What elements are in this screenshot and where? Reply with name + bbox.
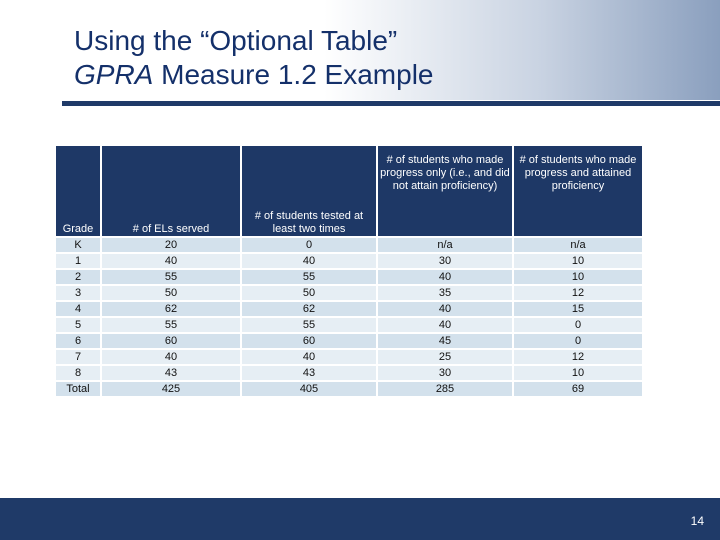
data-table-container: Grade # of ELs served # of students test… — [54, 144, 644, 398]
title-measure: Measure 1.2 Example — [153, 59, 434, 90]
progress-only-cell: 45 — [376, 332, 514, 350]
progress-only-cell: 40 — [376, 268, 514, 286]
header-background — [0, 0, 720, 100]
grade-cell: 1 — [54, 252, 102, 270]
slide-title: Using the “Optional Table” GPRA Measure … — [74, 24, 434, 92]
progress-attained-cell: 12 — [512, 348, 644, 366]
els-served-cell: 43 — [100, 364, 242, 382]
page-number: 14 — [690, 514, 704, 528]
table-row: 8 43 43 30 10 — [54, 364, 644, 382]
tested-cell: 40 — [240, 348, 378, 366]
grade-cell: 8 — [54, 364, 102, 382]
table-row: 6 60 60 45 0 — [54, 332, 644, 350]
progress-only-cell: 30 — [376, 364, 514, 382]
tested-cell: 55 — [240, 316, 378, 334]
grade-cell: 2 — [54, 268, 102, 286]
els-served-total: 425 — [100, 380, 242, 398]
progress-only-cell: 30 — [376, 252, 514, 270]
tested-cell: 50 — [240, 284, 378, 302]
tested-cell: 60 — [240, 332, 378, 350]
grade-cell: 3 — [54, 284, 102, 302]
table-row: 1 40 40 30 10 — [54, 252, 644, 270]
table-row: 5 55 55 40 0 — [54, 316, 644, 334]
progress-attained-cell: 0 — [512, 332, 644, 350]
progress-attained-cell: 10 — [512, 252, 644, 270]
title-gpra: GPRA — [74, 59, 154, 90]
grade-cell: 4 — [54, 300, 102, 318]
table-row-total: Total 425 405 285 69 — [54, 380, 644, 398]
progress-only-total: 285 — [376, 380, 514, 398]
grade-cell: 5 — [54, 316, 102, 334]
progress-attained-total: 69 — [512, 380, 644, 398]
tested-cell: 55 — [240, 268, 378, 286]
progress-only-cell: 40 — [376, 316, 514, 334]
title-line-1: Using the “Optional Table” — [74, 25, 398, 56]
tested-cell: 62 — [240, 300, 378, 318]
tested-cell: 40 — [240, 252, 378, 270]
progress-attained-cell: n/a — [512, 236, 644, 254]
header-els-served: # of ELs served — [100, 144, 242, 238]
tested-cell: 0 — [240, 236, 378, 254]
tested-cell: 43 — [240, 364, 378, 382]
progress-attained-cell: 12 — [512, 284, 644, 302]
optional-table: Grade # of ELs served # of students test… — [54, 144, 644, 398]
table-header-row: Grade # of ELs served # of students test… — [54, 144, 644, 238]
grade-cell: 6 — [54, 332, 102, 350]
progress-attained-cell: 15 — [512, 300, 644, 318]
grade-cell-total: Total — [54, 380, 102, 398]
els-served-cell: 55 — [100, 316, 242, 334]
progress-only-cell: 35 — [376, 284, 514, 302]
els-served-cell: 20 — [100, 236, 242, 254]
header-students-tested: # of students tested at least two times — [240, 144, 378, 238]
els-served-cell: 40 — [100, 252, 242, 270]
grade-cell: 7 — [54, 348, 102, 366]
progress-only-cell: n/a — [376, 236, 514, 254]
footer-bar: 14 — [0, 498, 720, 540]
table-row: 4 62 62 40 15 — [54, 300, 644, 318]
table-row: K 20 0 n/a n/a — [54, 236, 644, 254]
els-served-cell: 62 — [100, 300, 242, 318]
els-served-cell: 50 — [100, 284, 242, 302]
grade-cell: K — [54, 236, 102, 254]
els-served-cell: 55 — [100, 268, 242, 286]
table-row: 3 50 50 35 12 — [54, 284, 644, 302]
progress-attained-cell: 0 — [512, 316, 644, 334]
title-line-2: GPRA Measure 1.2 Example — [74, 58, 434, 92]
progress-only-cell: 25 — [376, 348, 514, 366]
els-served-cell: 40 — [100, 348, 242, 366]
tested-total: 405 — [240, 380, 378, 398]
header-progress-only: # of students who made progress only (i.… — [376, 144, 514, 238]
progress-only-cell: 40 — [376, 300, 514, 318]
header-grade: Grade — [54, 144, 102, 238]
progress-attained-cell: 10 — [512, 364, 644, 382]
progress-attained-cell: 10 — [512, 268, 644, 286]
els-served-cell: 60 — [100, 332, 242, 350]
table-row: 7 40 40 25 12 — [54, 348, 644, 366]
table-row: 2 55 55 40 10 — [54, 268, 644, 286]
header-rule — [62, 101, 720, 106]
header-progress-attained: # of students who made progress and atta… — [512, 144, 644, 238]
